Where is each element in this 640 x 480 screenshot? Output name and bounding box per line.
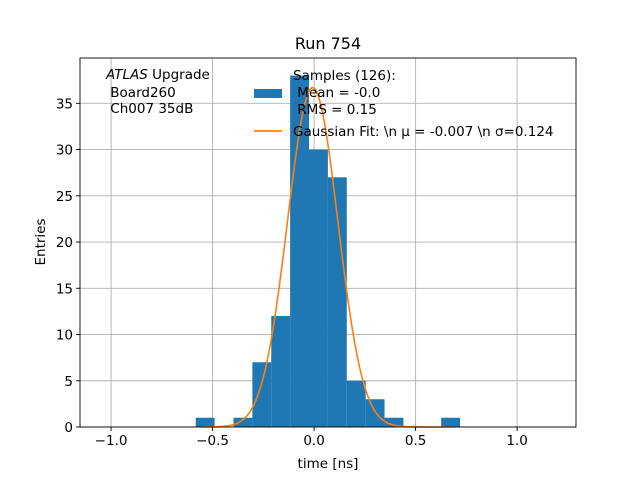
chart-title: Run 754 [295, 34, 361, 53]
x-tick-label: −0.5 [196, 433, 229, 449]
histogram-bar [365, 399, 385, 427]
y-tick-label: 20 [56, 235, 73, 251]
legend-hist-swatch [254, 89, 282, 98]
y-tick-label: 10 [56, 328, 73, 344]
annotation-line-2: Board260 [106, 85, 176, 101]
y-tick-label: 15 [56, 281, 73, 297]
histogram-bar [384, 417, 404, 427]
histogram-bar [195, 417, 215, 427]
histogram-bar [271, 316, 291, 427]
y-axis-label: Entries [33, 218, 49, 265]
x-tick-label: 0.0 [303, 433, 324, 449]
legend: Samples (126): Mean = -0.0 RMS = 0.15 Ga… [254, 68, 554, 140]
svg-text:ATLAS Upgrade: ATLAS Upgrade [105, 67, 210, 83]
y-tick-label: 25 [56, 189, 73, 205]
atlas-annotation: ATLAS Upgrade Board260 Ch007 35dB [105, 67, 210, 117]
histogram-bar [252, 362, 272, 427]
y-tick-label: 0 [64, 420, 73, 436]
histogram-bar [327, 177, 347, 427]
legend-hist-line-3: RMS = 0.15 [293, 102, 377, 118]
histogram-bar [233, 417, 253, 427]
annotation-line-1: Upgrade [148, 67, 210, 83]
legend-hist-line-2: Mean = -0.0 [293, 85, 380, 101]
y-tick-label: 5 [64, 374, 73, 390]
x-tick-label: −1.0 [95, 433, 128, 449]
legend-hist-line-1: Samples (126): [293, 68, 396, 84]
plot-frame [79, 57, 577, 428]
annotation-line-3: Ch007 35dB [106, 101, 193, 117]
x-tick-label: 0.5 [405, 433, 426, 449]
x-tick-label: 1.0 [506, 433, 527, 449]
x-axis-label: time [ns] [298, 456, 359, 472]
histogram-bar [346, 380, 366, 427]
axis-ticks: −1.0 −0.5 0.0 0.5 1.0 0 5 10 15 20 25 30 35 [56, 96, 528, 449]
atlas-label: ATLAS [105, 67, 148, 83]
y-tick-label: 30 [56, 143, 73, 159]
legend-fit-label: Gaussian Fit: \n μ = -0.007 \n σ=0.124 [293, 124, 554, 140]
y-tick-label: 35 [56, 96, 73, 112]
histogram-bar [441, 417, 461, 427]
histogram-bar [309, 149, 328, 427]
